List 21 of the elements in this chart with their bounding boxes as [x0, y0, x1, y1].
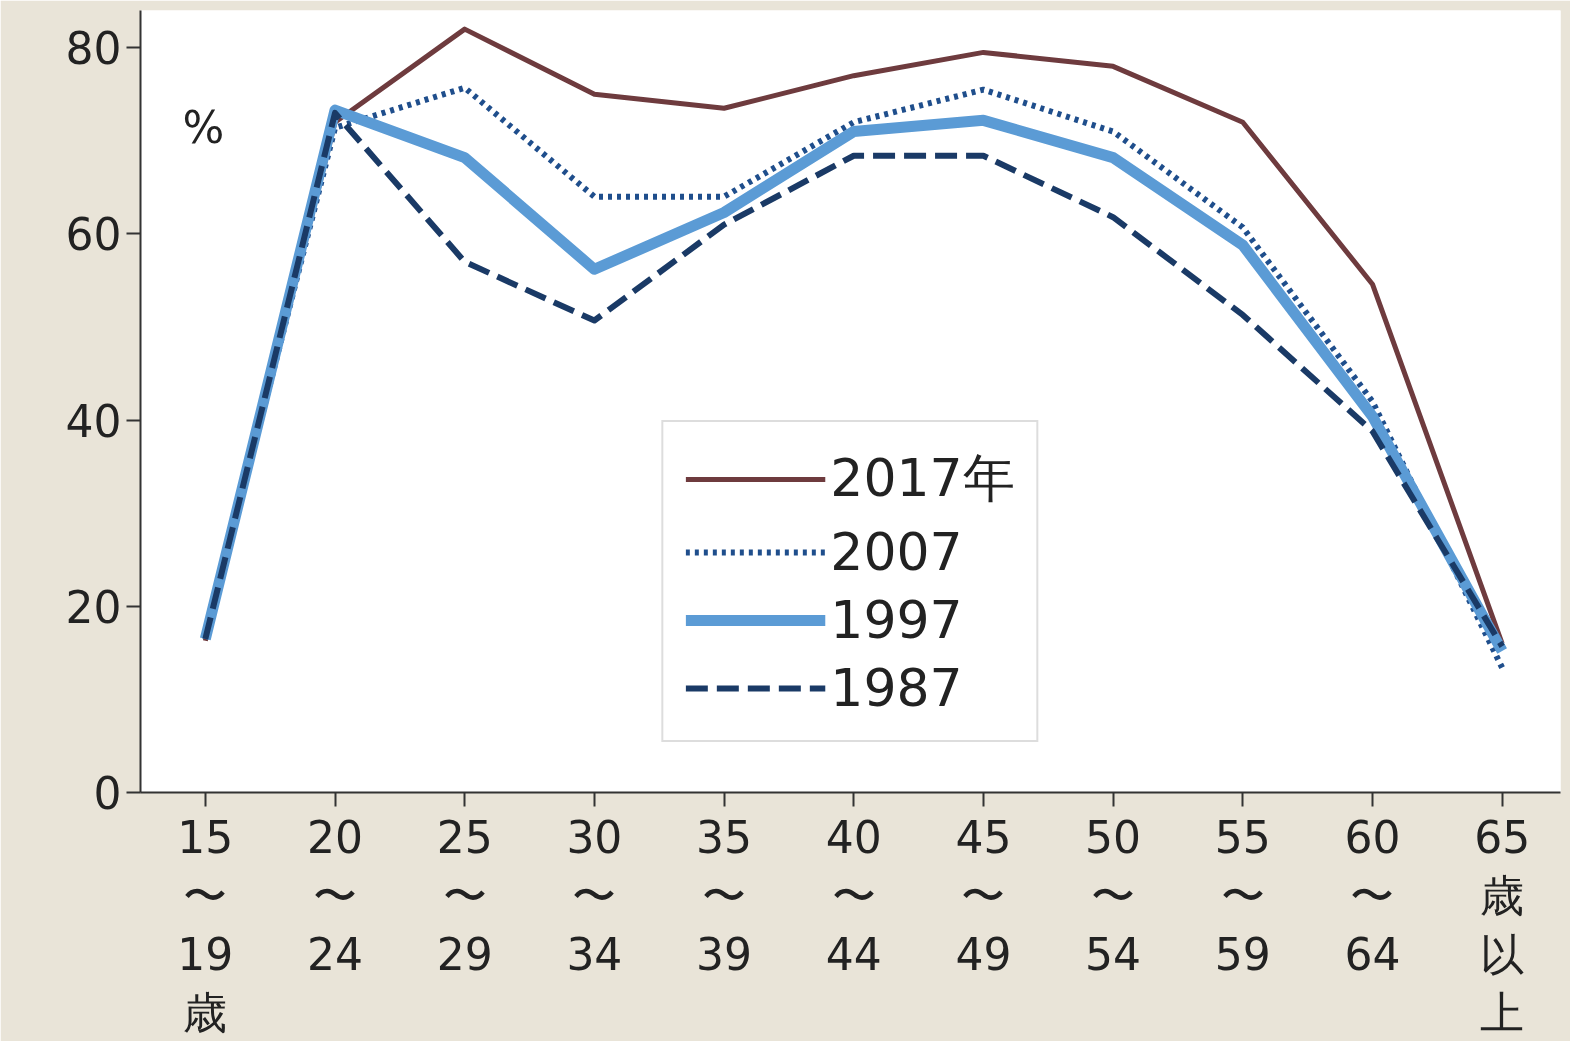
legend-label: 2017年	[830, 447, 1015, 510]
y-tick-label: 80	[65, 23, 122, 75]
legend-label: 1987	[830, 658, 963, 718]
x-tick-label: 25〜29	[436, 811, 493, 980]
x-tick-label: 60〜64	[1344, 811, 1401, 980]
x-tick-label: 55〜59	[1214, 811, 1271, 980]
y-tick-label: 20	[65, 581, 122, 633]
x-tick-label: 40〜44	[825, 811, 882, 980]
y-tick-label: 0	[93, 768, 122, 819]
legend-label: 1997	[830, 590, 963, 650]
x-tick-label: 35〜39	[696, 811, 753, 980]
x-tick-label: 65歳以上	[1474, 811, 1531, 1039]
y-tick-label: 60	[65, 209, 122, 261]
x-tick-label: 15〜19歳	[177, 811, 234, 1039]
y-axis-title: %	[182, 102, 225, 154]
x-tick-label: 45〜49	[955, 811, 1012, 980]
legend-label: 2007	[830, 522, 963, 582]
y-tick-label: 40	[65, 395, 122, 447]
x-tick-label: 30〜34	[566, 811, 623, 980]
x-tick-label: 50〜54	[1085, 811, 1142, 980]
x-tick-label: 20〜24	[307, 811, 364, 980]
